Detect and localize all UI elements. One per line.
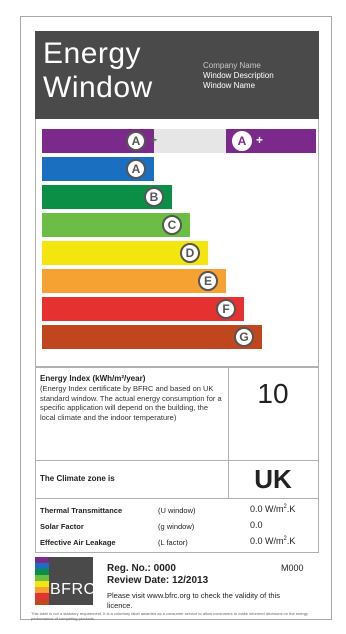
title-line-2: Window: [43, 71, 153, 104]
energy-index-description: (Energy Index certificate by BFRC and ba…: [40, 384, 222, 422]
table-divider: [36, 460, 318, 461]
window-name: Window Name: [203, 81, 256, 90]
thermal-transmittance-value: 0.0 W/m2.K: [250, 504, 296, 514]
current-rating-suffix: +: [256, 133, 264, 147]
window-description: Window Description: [203, 71, 274, 80]
solar-factor-label: Solar Factor: [40, 522, 84, 531]
air-leakage-value: 0.0 W/m2.K: [250, 536, 296, 546]
table-divider: [36, 498, 318, 499]
rating-band-letter: F: [216, 299, 236, 319]
air-leakage-label: Effective Air Leakage: [40, 538, 116, 547]
disclaimer-text: This label is not a statutory requiremen…: [31, 611, 309, 621]
solar-factor-value: 0.0: [250, 520, 263, 530]
verification-note: Please visit www.bfrc.org to check the v…: [107, 591, 280, 610]
energy-index-value: 10: [257, 378, 289, 409]
rating-band-c: C: [42, 213, 190, 237]
energy-label: Energy Window Company Name Window Descri…: [20, 16, 332, 621]
product-info: Company Name Window Description Window N…: [203, 61, 274, 91]
rating-band-suffix: +: [150, 133, 158, 147]
company-name: Company Name: [203, 61, 261, 70]
review-date: Review Date: 12/2013: [107, 575, 209, 586]
rating-band-letter: D: [180, 243, 200, 263]
rating-band-b: B: [42, 185, 172, 209]
climate-zone-label: The Climate zone is: [40, 474, 115, 483]
rating-band-letter: E: [198, 271, 218, 291]
rating-band-g: G: [42, 325, 262, 349]
info-table: Energy Index (kWh/m²/year) (Energy Index…: [35, 367, 319, 553]
current-rating-letter: A: [232, 131, 252, 151]
energy-index-title: Energy Index (kWh/m²/year): [40, 374, 146, 383]
model-code: M000: [281, 563, 304, 573]
rating-band-letter: C: [162, 215, 182, 235]
rating-bands: A + A B C D E F G A +: [35, 119, 319, 367]
logo-text: BFRC: [50, 581, 93, 598]
current-rating-arrow: A +: [226, 129, 316, 153]
rainbow-stripe-icon: [35, 557, 49, 605]
rating-band-f: F: [42, 297, 244, 321]
rating-band-letter: G: [234, 327, 254, 347]
rating-band-letter: A: [126, 131, 146, 151]
climate-zone-value: UK: [254, 464, 292, 494]
table-divider: [228, 368, 229, 498]
bfrc-logo: BFRC: [35, 557, 93, 605]
label-header: Energy Window Company Name Window Descri…: [35, 31, 319, 119]
registration-number: Reg. No.: 0000: [107, 563, 176, 574]
rating-band-a: A: [42, 157, 154, 181]
rating-band-a-plus: A +: [42, 129, 158, 153]
solar-factor-symbol: (g window): [158, 522, 195, 531]
air-leakage-symbol: (L factor): [158, 538, 188, 547]
rating-band-letter: A: [126, 159, 146, 179]
thermal-transmittance-label: Thermal Transmittance: [40, 506, 123, 515]
rating-band-d: D: [42, 241, 208, 265]
rating-band-letter: B: [144, 187, 164, 207]
rating-band-e: E: [42, 269, 226, 293]
title-line-1: Energy: [43, 37, 142, 70]
thermal-transmittance-symbol: (U window): [158, 506, 196, 515]
